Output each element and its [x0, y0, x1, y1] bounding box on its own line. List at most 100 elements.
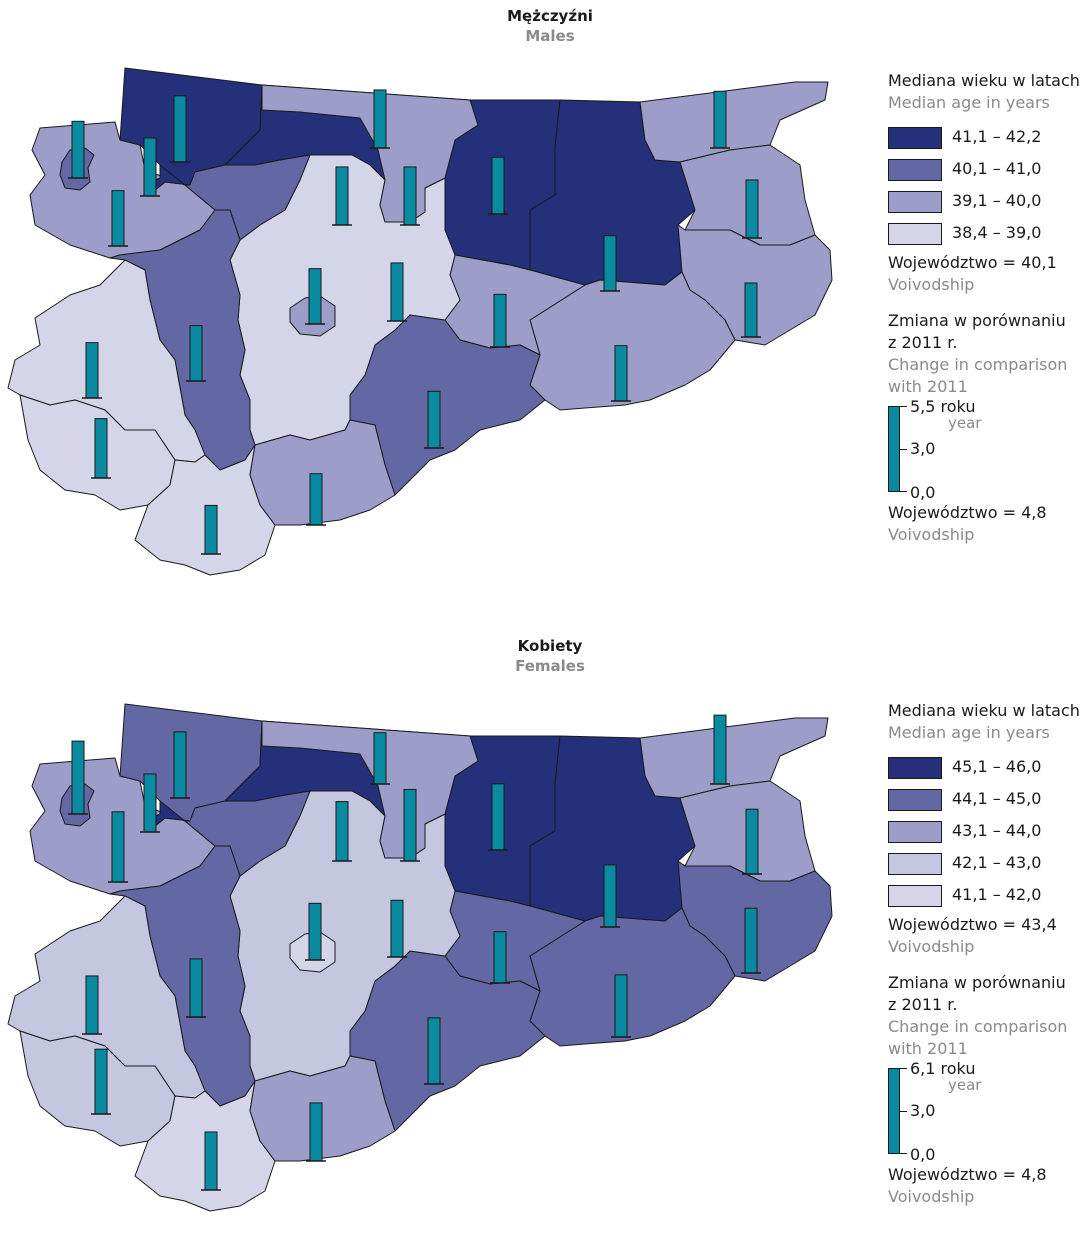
voivodship-change-en: Voivodship — [888, 1187, 975, 1206]
change-bar-20 — [71, 120, 85, 179]
region-21 — [261, 84, 479, 223]
legend-range: 45,1 – 46,0 — [952, 757, 1042, 776]
change-bar-3 — [403, 788, 417, 862]
bar-scale-min: 0,0 — [910, 483, 936, 502]
legend-class-3: 39,1 – 40,0 — [888, 188, 1086, 220]
map-title-pl: Kobiety — [517, 637, 583, 655]
legend-males: Mediana wieku w latach Median age in yea… — [888, 70, 1086, 546]
legend-range: 43,1 – 44,0 — [952, 821, 1042, 840]
change-bar-20 — [71, 740, 85, 815]
bar-scale-max: 6,1 roku — [910, 1059, 976, 1078]
change-bar-13 — [335, 166, 349, 226]
map-regions — [7, 703, 833, 1212]
voivodship-change-value: Województwo = 4,8 — [888, 1165, 1047, 1184]
change-bar-19 — [309, 1102, 323, 1162]
legend-class-4: 38,4 – 39,0 — [888, 220, 1086, 252]
bar-scale-max: 5,5 roku — [910, 397, 976, 416]
region-19 — [249, 419, 396, 526]
change-bar-17 — [94, 1048, 108, 1115]
change-bar-18 — [204, 1131, 218, 1191]
legend-range: 39,1 – 40,0 — [952, 191, 1042, 210]
map-title-en: Males — [525, 27, 575, 45]
bar-scale-bar — [888, 1068, 900, 1154]
legend-swatch — [888, 223, 942, 245]
voivodship-change-value: Województwo = 4,8 — [888, 503, 1047, 522]
bar-scale-legend: 6,1 roku year 3,0 0,0 — [888, 1059, 1086, 1164]
change-bar-3 — [403, 166, 417, 226]
change-bar-9 — [614, 345, 628, 402]
legend-class-3: 43,1 – 44,0 — [888, 818, 1086, 850]
choropleth-map-males — [7, 67, 833, 576]
change-bar-12 — [390, 899, 404, 958]
change-bar-10 — [493, 293, 507, 348]
legend-swatch — [888, 885, 942, 907]
bar-scale-bar — [888, 406, 900, 492]
change-bar-21 — [373, 732, 387, 785]
change-bars — [68, 714, 762, 1191]
change-bar-2 — [173, 95, 187, 163]
legend-range: 41,1 – 42,0 — [952, 885, 1042, 904]
change-bar-16 — [308, 268, 322, 325]
region-13 — [184, 154, 311, 241]
legend-swatch — [888, 191, 942, 213]
change-bars — [68, 89, 762, 555]
legend-range: 38,4 – 39,0 — [952, 223, 1042, 242]
change-title-en-2: with 2011 — [888, 377, 968, 396]
voivodship-change-en: Voivodship — [888, 525, 975, 544]
change-bar-9 — [614, 974, 628, 1038]
change-bar-1 — [111, 190, 125, 247]
legend-females: Mediana wieku w latach Median age in yea… — [888, 700, 1086, 1208]
change-bar-10 — [493, 931, 507, 984]
change-bar-12 — [390, 262, 404, 322]
change-title-en-2: with 2011 — [888, 1039, 968, 1058]
map-title-en: Females — [515, 657, 585, 675]
change-bar-11 — [427, 390, 441, 449]
region-13 — [184, 790, 311, 877]
legend-class-4: 42,1 – 43,0 — [888, 850, 1086, 882]
change-bar-13 — [335, 801, 349, 862]
change-bar-8 — [744, 282, 758, 338]
change-title-pl: Zmiana w porównaniu — [888, 973, 1066, 992]
legend-swatch — [888, 821, 942, 843]
bar-scale-min: 0,0 — [910, 1145, 936, 1164]
change-title-pl-2: z 2011 r. — [888, 995, 958, 1014]
legend-class-1: 41,1 – 42,2 — [888, 124, 1086, 156]
change-bar-15 — [85, 975, 99, 1035]
change-bar-19 — [309, 473, 323, 526]
change-bar-2 — [173, 731, 187, 799]
legend-title-en: Median age in years — [888, 723, 1050, 742]
change-bar-5 — [603, 235, 617, 292]
legend-class-2: 40,1 – 41,0 — [888, 156, 1086, 188]
panel-males: Mężczyźni Males Mediana wieku w latach M… — [0, 0, 1088, 620]
legend-title-pl: Mediana wieku w latach — [888, 701, 1080, 720]
legend-class-5: 41,1 – 42,0 — [888, 882, 1086, 914]
voivodship-label-en: Voivodship — [888, 275, 975, 294]
change-bar-21 — [373, 89, 387, 149]
change-bar-22 — [143, 773, 157, 833]
legend-swatch — [888, 127, 942, 149]
change-title-pl-2: z 2011 r. — [888, 333, 958, 352]
legend-title-pl: Mediana wieku w latach — [888, 71, 1080, 90]
bar-scale-mid: 3,0 — [910, 1101, 936, 1120]
change-title-pl: Zmiana w porównaniu — [888, 311, 1066, 330]
map-title-pl: Mężczyźni — [507, 7, 593, 25]
legend-swatch — [888, 789, 942, 811]
bar-scale-unit: year — [948, 414, 982, 432]
legend-range: 41,1 – 42,2 — [952, 127, 1042, 146]
change-bar-8 — [744, 907, 758, 974]
bar-scale-mid: 3,0 — [910, 439, 936, 458]
change-bar-7 — [745, 808, 759, 875]
bar-scale-unit: year — [948, 1076, 982, 1094]
panel-females: Kobiety Females Mediana wieku w latach M… — [0, 630, 1088, 1250]
region-21 — [261, 720, 479, 859]
change-bar-14 — [189, 958, 203, 1018]
voivodship-value: Województwo = 43,4 — [888, 915, 1057, 934]
map-regions — [7, 67, 833, 576]
change-bar-1 — [111, 811, 125, 883]
legend-swatch — [888, 159, 942, 181]
change-bar-5 — [603, 864, 617, 928]
change-bar-6 — [713, 714, 727, 785]
change-bar-4 — [491, 156, 505, 215]
legend-class-1: 45,1 – 46,0 — [888, 754, 1086, 786]
choropleth-map-females — [7, 703, 833, 1212]
